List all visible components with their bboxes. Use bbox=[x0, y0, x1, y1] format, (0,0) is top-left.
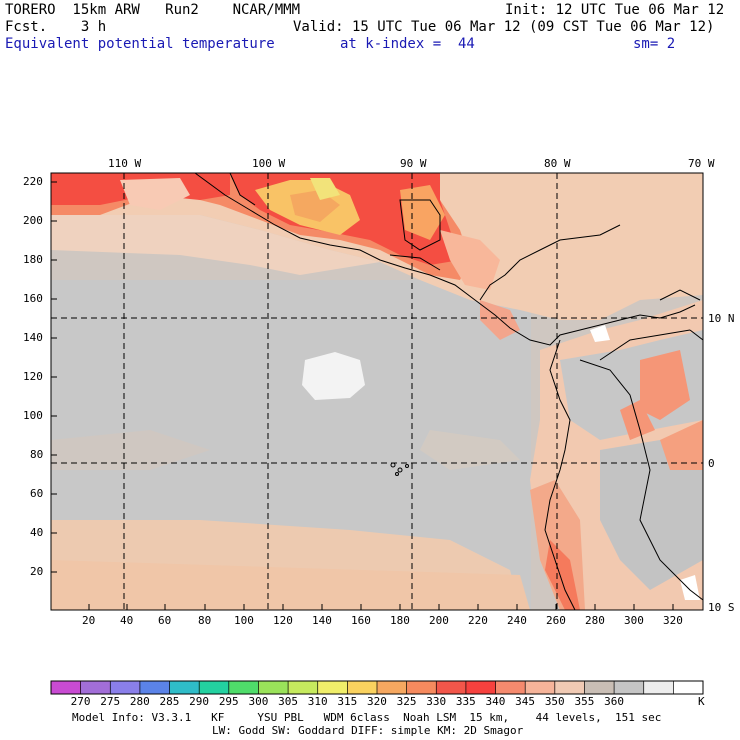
lon-label-100w: 100 W bbox=[252, 157, 286, 170]
smoothing: sm= 2 bbox=[633, 36, 676, 52]
lon-label-110w: 110 W bbox=[108, 157, 142, 170]
colorbar-swatch bbox=[169, 681, 200, 694]
x-tick: 60 bbox=[158, 614, 172, 627]
lat-label-10s: 10 S bbox=[708, 601, 735, 614]
y-tick: 80 bbox=[30, 448, 44, 461]
y-tick: 100 bbox=[23, 409, 43, 422]
x-tick: 160 bbox=[351, 614, 371, 627]
colorbar-swatch bbox=[80, 681, 111, 694]
colorbar-swatch bbox=[643, 681, 674, 694]
x-tick: 100 bbox=[234, 614, 254, 627]
x-tick: 40 bbox=[120, 614, 134, 627]
colorbar-label: 345 bbox=[515, 695, 536, 708]
y-tick: 160 bbox=[23, 292, 43, 305]
lon-label-90w: 90 W bbox=[400, 157, 427, 170]
y-tick: 120 bbox=[23, 370, 43, 383]
y-tick: 40 bbox=[30, 526, 44, 539]
colorbar-label: 350 bbox=[544, 695, 565, 708]
colorbar-swatch bbox=[317, 681, 348, 694]
y-tick: 220 bbox=[23, 175, 43, 188]
forecast-hour: Fcst. 3 h bbox=[5, 19, 107, 35]
x-tick: 300 bbox=[624, 614, 644, 627]
colorbar-unit: K bbox=[698, 695, 705, 708]
colorbar-label: 335 bbox=[455, 695, 476, 708]
colorbar-label: 315 bbox=[337, 695, 358, 708]
colorbar-swatch bbox=[465, 681, 497, 694]
colorbar-label: 295 bbox=[218, 695, 239, 708]
colorbar-swatch bbox=[406, 681, 437, 694]
colorbar-label: 285 bbox=[159, 695, 180, 708]
colorbar-label: 300 bbox=[248, 695, 269, 708]
plot-title: TORERO 15km ARW Run2 NCAR/MMM bbox=[5, 2, 301, 18]
colorbar-swatch bbox=[377, 681, 408, 694]
x-tick: 180 bbox=[390, 614, 410, 627]
colorbar-label: 270 bbox=[70, 695, 91, 708]
x-tick: 140 bbox=[312, 614, 332, 627]
colorbar-swatch bbox=[436, 681, 467, 694]
x-tick: 240 bbox=[507, 614, 527, 627]
colorbar-label: 290 bbox=[189, 695, 210, 708]
colorbar-swatch bbox=[347, 681, 378, 694]
colorbar-swatch bbox=[228, 681, 259, 694]
lat-label-0: 0 bbox=[708, 457, 715, 470]
x-tick: 280 bbox=[585, 614, 605, 627]
x-tick: 120 bbox=[273, 614, 293, 627]
x-tick: 20 bbox=[82, 614, 96, 627]
y-tick: 20 bbox=[30, 565, 44, 578]
colorbar-label: 325 bbox=[396, 695, 417, 708]
field-name: Equivalent potential temperature bbox=[5, 36, 275, 52]
x-tick: 220 bbox=[468, 614, 488, 627]
colorbar-swatch bbox=[139, 681, 171, 694]
colorbar-label: 280 bbox=[129, 695, 150, 708]
colorbar-label: 275 bbox=[100, 695, 121, 708]
lon-label-80w: 80 W bbox=[544, 157, 571, 170]
colorbar-label: 320 bbox=[367, 695, 387, 708]
lon-label-70w: 70 W bbox=[688, 157, 715, 170]
model-physics: LW: Godd SW: Goddard DIFF: simple KM: 2D… bbox=[212, 724, 524, 737]
colorbar-swatch bbox=[199, 681, 230, 694]
y-tick: 140 bbox=[23, 331, 43, 344]
colorbar-swatch bbox=[614, 681, 645, 694]
x-tick: 260 bbox=[546, 614, 566, 627]
colorbar-swatch bbox=[288, 681, 319, 694]
colorbar-label: 340 bbox=[485, 695, 506, 708]
colorbar-label: 305 bbox=[278, 695, 298, 708]
x-tick: 320 bbox=[663, 614, 683, 627]
map-frame bbox=[50, 172, 704, 611]
lat-label-10n: 10 N bbox=[708, 312, 735, 325]
y-tick: 180 bbox=[23, 253, 43, 266]
colorbar-swatch bbox=[673, 681, 704, 694]
lat-lon-grid bbox=[51, 173, 703, 610]
x-tick: 200 bbox=[429, 614, 449, 627]
colorbar-label: 355 bbox=[574, 695, 595, 708]
colorbar-label: 330 bbox=[426, 695, 447, 708]
colorbar-swatch bbox=[110, 681, 141, 694]
colorbar-label: 310 bbox=[307, 695, 328, 708]
k-index: at k-index = 44 bbox=[340, 36, 475, 52]
y-tick: 200 bbox=[23, 214, 43, 227]
coastlines bbox=[194, 173, 703, 610]
x-tick: 80 bbox=[198, 614, 212, 627]
colorbar-swatch bbox=[258, 681, 289, 694]
colorbar-swatch bbox=[554, 681, 585, 694]
colorbar-swatch bbox=[495, 681, 526, 694]
colorbar-swatch bbox=[584, 681, 615, 694]
y-tick: 60 bbox=[30, 487, 44, 500]
model-info: Model Info: V3.3.1 KF YSU PBL WDM 6class… bbox=[72, 711, 662, 724]
colorbar-swatch bbox=[51, 681, 82, 694]
valid-time: Valid: 15 UTC Tue 06 Mar 12 (09 CST Tue … bbox=[293, 19, 715, 35]
colorbar-swatch bbox=[525, 681, 556, 694]
theta-e-field bbox=[51, 173, 703, 610]
axis-ticks bbox=[51, 181, 674, 610]
colorbar-label: 360 bbox=[604, 695, 624, 708]
init-time: Init: 12 UTC Tue 06 Mar 12 bbox=[505, 2, 725, 18]
